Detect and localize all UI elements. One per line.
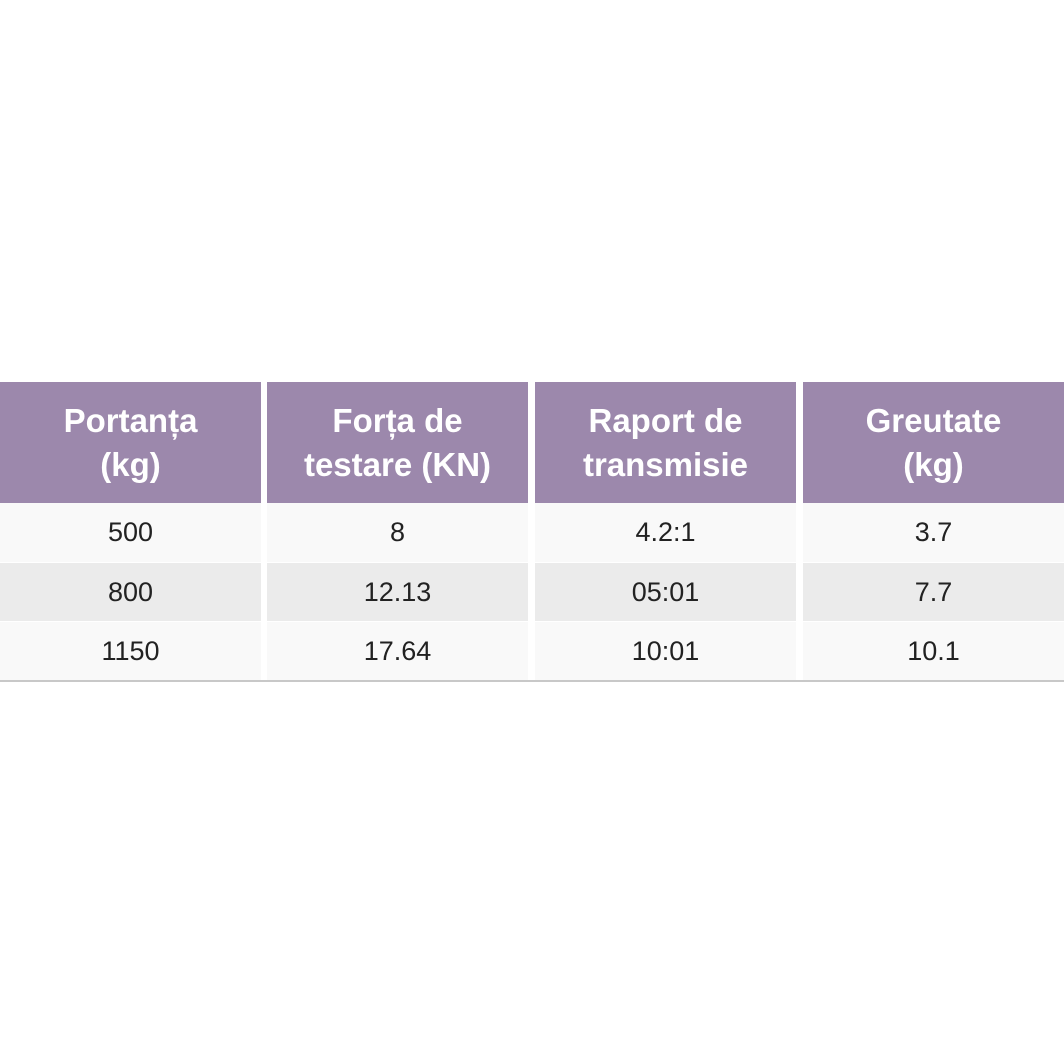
cell-text: 05:01 <box>631 576 700 607</box>
header-cell: Forța de testare (KN) <box>267 382 528 503</box>
header-text: (kg) <box>100 445 161 483</box>
table-bottom-rule <box>0 680 1064 682</box>
header-text: transmisie <box>582 445 749 483</box>
table-cell: 12.13 <box>267 563 528 621</box>
header-text: testare (KN) <box>303 445 492 483</box>
cell-text: 4.2:1 <box>635 517 696 547</box>
table-cell: 500 <box>0 503 261 562</box>
table-cell: 4.2:1 <box>535 503 796 562</box>
cell-text: 500 <box>107 517 154 547</box>
header-text: (kg) <box>903 445 964 483</box>
cell-text: 7.7 <box>914 576 953 607</box>
cell-text: 3.7 <box>914 517 953 547</box>
header-cell: Portanța (kg) <box>0 382 261 503</box>
cell-text: 12.13 <box>363 576 432 607</box>
table-cell: 10:01 <box>535 622 796 680</box>
table-cell: 05:01 <box>535 563 796 621</box>
table-cell: 17.64 <box>267 622 528 680</box>
cell-text: 8 <box>389 517 406 547</box>
table-cell: 800 <box>0 563 261 621</box>
table-cell: 1150 <box>0 622 261 680</box>
table-cell: 8 <box>267 503 528 562</box>
header-cell: Raport de transmisie <box>535 382 796 503</box>
header-text: Forța de <box>332 401 463 439</box>
header-cell: Greutate (kg) <box>803 382 1064 503</box>
table-cell: 7.7 <box>803 563 1064 621</box>
header-text: Greutate <box>865 401 1002 439</box>
cell-text: 17.64 <box>363 635 432 666</box>
cell-text: 800 <box>107 576 154 607</box>
header-text: Raport de <box>588 401 743 439</box>
header-text: Portanța <box>63 401 198 439</box>
cell-text: 10.1 <box>907 635 960 666</box>
cell-text: 1150 <box>101 635 160 666</box>
table-cell: 10.1 <box>803 622 1064 680</box>
table-cell: 3.7 <box>803 503 1064 562</box>
cell-text: 10:01 <box>631 635 700 666</box>
